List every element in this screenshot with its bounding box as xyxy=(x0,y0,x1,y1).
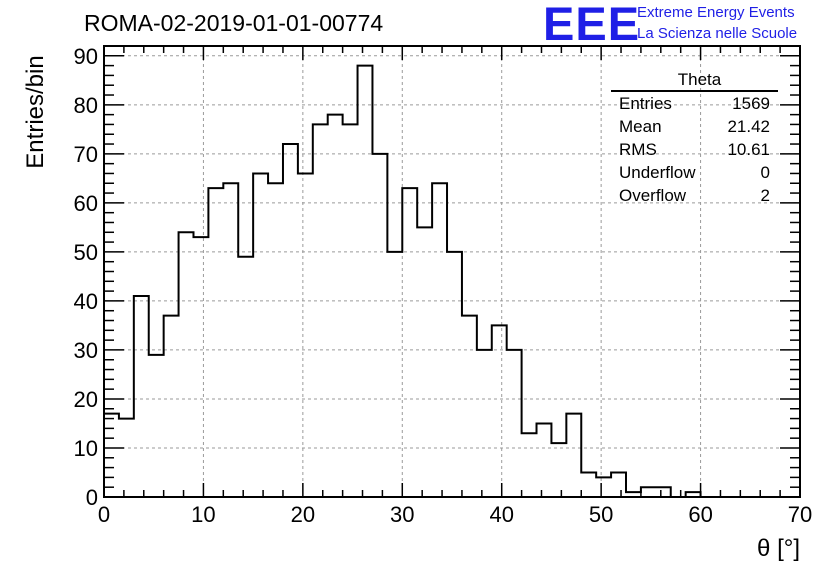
stats-row-mean: Mean 21.42 xyxy=(611,115,778,138)
histogram-bin xyxy=(283,144,298,497)
histogram-bin xyxy=(596,477,611,497)
histogram-bin xyxy=(611,472,626,497)
histogram-bin xyxy=(223,183,238,497)
x-tick-label: 0 xyxy=(98,502,110,527)
histogram-bin xyxy=(208,188,223,497)
axis-ticks xyxy=(103,45,801,498)
histogram-bin xyxy=(179,232,194,497)
histogram-bin xyxy=(134,296,149,497)
y-tick-label: 70 xyxy=(74,142,98,167)
histogram-bin xyxy=(641,487,656,497)
stats-label: Entries xyxy=(619,94,672,113)
histogram-bin xyxy=(149,355,164,497)
histogram-bin xyxy=(551,443,566,497)
histogram-bin xyxy=(313,124,328,497)
histogram-bin xyxy=(492,325,507,497)
histogram-bin xyxy=(119,419,134,497)
histogram-bin xyxy=(462,316,477,497)
histogram-bin xyxy=(268,183,283,497)
x-tick-label: 10 xyxy=(191,502,215,527)
stats-label: RMS xyxy=(619,140,657,159)
y-tick-label: 20 xyxy=(74,387,98,412)
histogram-bin xyxy=(477,350,492,497)
y-axis-label: Entries/bin xyxy=(22,55,49,169)
stats-label: Underflow xyxy=(619,163,696,182)
y-tick-label: 50 xyxy=(74,240,98,265)
histogram-bin xyxy=(447,252,462,497)
histogram-bin xyxy=(104,414,119,497)
x-tick-label: 50 xyxy=(589,502,613,527)
stats-label: Mean xyxy=(619,117,662,136)
histogram-bin xyxy=(164,316,179,497)
x-tick-label: 40 xyxy=(489,502,513,527)
logo-line-2: La Scienza nelle Scuole xyxy=(637,25,798,42)
x-tick-label: 70 xyxy=(788,502,812,527)
eee-logo: EEE xyxy=(543,0,641,50)
stats-title: Theta xyxy=(611,70,778,92)
histogram-bin xyxy=(328,115,343,497)
logo-line-1: Extreme Energy Events xyxy=(637,4,795,21)
y-tick-label: 0 xyxy=(86,485,98,510)
histogram-step-line xyxy=(104,64,791,498)
x-axis-label: θ [°] xyxy=(757,535,800,562)
histogram-bin xyxy=(387,252,402,497)
stats-row-underflow: Underflow 0 xyxy=(611,161,778,184)
stats-row-entries: Entries 1569 xyxy=(611,92,778,115)
y-tick-label: 60 xyxy=(74,191,98,216)
y-tick-label: 40 xyxy=(74,289,98,314)
histogram-bin xyxy=(566,414,581,497)
x-tick-label: 20 xyxy=(291,502,315,527)
x-tick-label: 30 xyxy=(390,502,414,527)
y-tick-label: 90 xyxy=(74,44,98,69)
histogram-bin xyxy=(522,433,537,497)
stats-value: 21.42 xyxy=(727,117,770,136)
histogram-bin xyxy=(372,154,387,497)
histogram-bin xyxy=(581,472,596,497)
stats-label: Overflow xyxy=(619,186,687,205)
y-tick-label: 30 xyxy=(74,338,98,363)
y-tick-label: 80 xyxy=(74,93,98,118)
y-tick-label: 10 xyxy=(74,436,98,461)
histogram-bin xyxy=(432,183,447,497)
stats-row-overflow: Overflow 2 xyxy=(611,184,778,207)
histogram-bin xyxy=(537,423,552,497)
plot-frame xyxy=(103,45,801,498)
stats-value: 2 xyxy=(760,186,770,205)
stats-value: 10.61 xyxy=(727,140,770,159)
stats-row-rms: RMS 10.61 xyxy=(611,138,778,161)
stats-box: Theta Entries 1569 Mean 21.42 RMS 10.61 … xyxy=(611,70,778,207)
histogram-bin xyxy=(343,124,358,497)
histogram-bin xyxy=(238,257,253,497)
histogram-bin xyxy=(402,188,417,497)
histogram-bin xyxy=(193,237,208,497)
x-tick-label: 60 xyxy=(688,502,712,527)
histogram-bin xyxy=(656,487,671,497)
stats-value: 0 xyxy=(760,163,770,182)
stats-value: 1569 xyxy=(732,94,770,113)
chart-title: ROMA-02-2019-01-01-00774 xyxy=(84,10,384,36)
histogram-bin xyxy=(358,66,373,497)
histogram-bin xyxy=(417,227,432,497)
histogram-bin xyxy=(507,350,522,497)
